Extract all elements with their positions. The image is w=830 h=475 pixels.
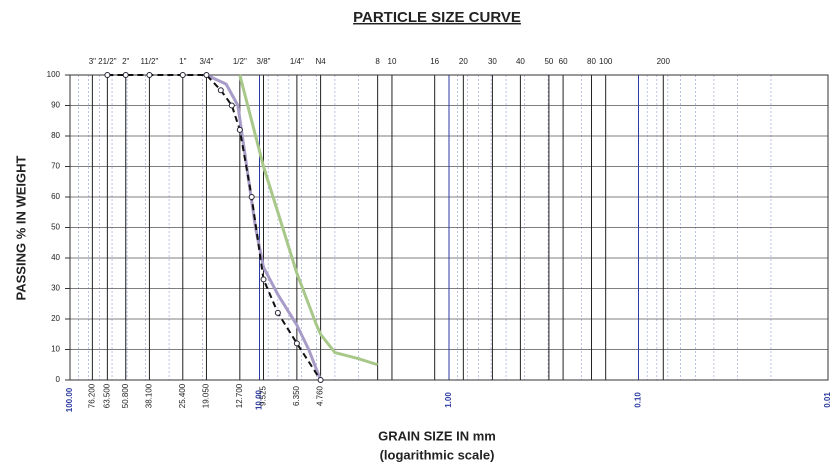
x-tick-label: 10.00 [255,389,264,410]
point [317,377,324,383]
sieve-size-label: 9.525 [259,385,268,406]
sieve-label: 1" [179,57,186,66]
sieve-label: 20 [459,57,468,66]
sieve-label: 200 [657,57,671,66]
sieve-label: 11/2" [141,57,159,66]
series-line [238,74,379,367]
point [228,102,235,109]
point [104,72,111,78]
sieve-label: 30 [488,57,497,66]
sieve-label: 3" [89,57,96,66]
sieve-size-label: 4.760 [316,385,325,406]
sieve-size-label: 76.200 [87,383,96,408]
sieve-label: 3/4" [199,57,213,66]
point [203,72,210,78]
y-axis-title: PASSING % IN WEIGHT [13,155,28,300]
point [146,72,153,78]
y-tick-label: 20 [51,314,60,323]
sieve-label: 8 [375,57,380,66]
x-tick-label: 0.10 [634,392,643,408]
sieve-label: 40 [516,57,525,66]
point [217,87,224,94]
y-tick-label: 0 [56,375,61,384]
y-tick-label: 60 [51,192,60,201]
x-tick-label: 100.00 [65,387,74,412]
point [236,126,243,133]
sieve-size-label: 12.700 [235,383,244,408]
sieve-label: N4 [315,57,326,66]
point [248,194,255,200]
y-tick-label: 30 [51,284,60,293]
point [179,72,186,78]
sieve-label: 80 [587,57,596,66]
point [260,276,267,283]
y-tick-label: 50 [51,223,60,232]
sieve-size-label: 38.100 [145,383,154,408]
chart-title: PARTICLE SIZE CURVE [353,9,521,26]
plot-frame [69,74,829,381]
sieve-label: 2" [122,57,129,66]
sieve-size-label: 63.500 [102,383,111,408]
x-axis-subtitle: (logarithmic scale) [380,447,495,462]
sieve-label: 1/4" [290,57,304,66]
x-tick-label: 0.01 [823,392,830,408]
sieve-label: 60 [559,57,568,66]
sieve-size-label: 6.350 [292,385,301,406]
sieve-label: 3/8" [257,57,271,66]
y-tick-label: 70 [51,162,60,171]
y-tick-label: 90 [51,101,60,110]
point [274,309,281,316]
sieve-label: 1/2" [233,57,247,66]
x-axis-title: GRAIN SIZE IN mm [378,428,496,443]
point [293,340,300,347]
sieve-size-label: 50.800 [121,383,130,408]
y-tick-label: 10 [51,345,60,354]
sieve-label: 50 [544,57,553,66]
point [122,72,129,78]
x-tick-label: 1.00 [444,392,453,408]
y-tick-label: 40 [51,253,60,262]
sieve-label: 100 [599,57,613,66]
sieve-label: 10 [388,57,397,66]
sieve-size-label: 19.050 [202,383,211,408]
sieve-label: 16 [430,57,439,66]
sieve-label: 21/2" [98,57,117,66]
y-tick-label: 80 [51,131,60,140]
y-tick-label: 100 [47,70,61,79]
sieve-size-label: 25.400 [178,383,187,408]
